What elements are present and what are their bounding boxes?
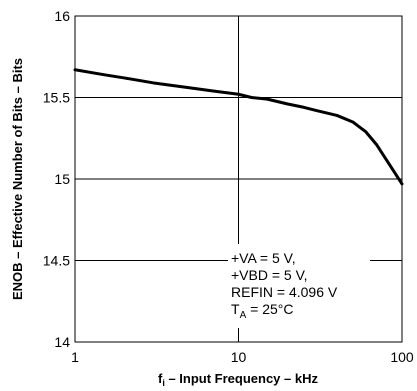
- tick-labels: 14 14.5 15 15.5 16 1 10 100: [43, 8, 414, 365]
- annotation-block: +VA = 5 V,+VBD = 5 V,REFIN = 4.096 VTA =…: [231, 250, 338, 321]
- x-axis-label-rest: – Input Frequency – kHz: [165, 371, 319, 386]
- x-axis-label: fi – Input Frequency – kHz: [158, 371, 319, 388]
- y-tick-label: 14.5: [43, 253, 70, 269]
- annotation-line: +VBD = 5 V,: [231, 267, 308, 283]
- x-axis-label-sub: i: [162, 378, 165, 388]
- y-tick-label: 15: [54, 171, 70, 187]
- x-axis-label-main: f: [158, 371, 163, 386]
- annotation-rest: = 25°C: [246, 301, 293, 317]
- annotation-subscript: A: [240, 310, 247, 321]
- annotation-background: [228, 244, 370, 328]
- y-tick-label: 15.5: [43, 90, 70, 106]
- series-line: [73, 68, 404, 186]
- annotation-text: T: [231, 301, 240, 317]
- annotation-line: +VA = 5 V,: [231, 250, 296, 266]
- x-tick-label: 10: [231, 349, 247, 365]
- annotation-line: TA = 25°C: [231, 301, 293, 321]
- annotation-line: REFIN = 4.096 V: [231, 284, 338, 300]
- y-tick-label: 14: [54, 334, 70, 350]
- annotation-text: +VA = 5 V,: [231, 250, 296, 266]
- x-tick-label: 100: [390, 349, 414, 365]
- annotation-text: +VBD = 5 V,: [231, 267, 308, 283]
- x-tick-label: 1: [71, 349, 79, 365]
- y-axis-label: ENOB – Effective Number of Bits – Bits: [10, 58, 25, 300]
- annotation-text: REFIN = 4.096 V: [231, 284, 338, 300]
- y-tick-label: 16: [54, 8, 70, 24]
